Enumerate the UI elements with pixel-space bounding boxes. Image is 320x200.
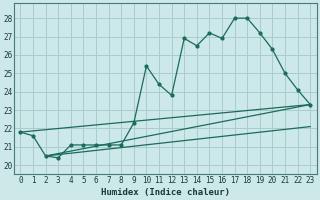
X-axis label: Humidex (Indice chaleur): Humidex (Indice chaleur): [101, 188, 230, 197]
